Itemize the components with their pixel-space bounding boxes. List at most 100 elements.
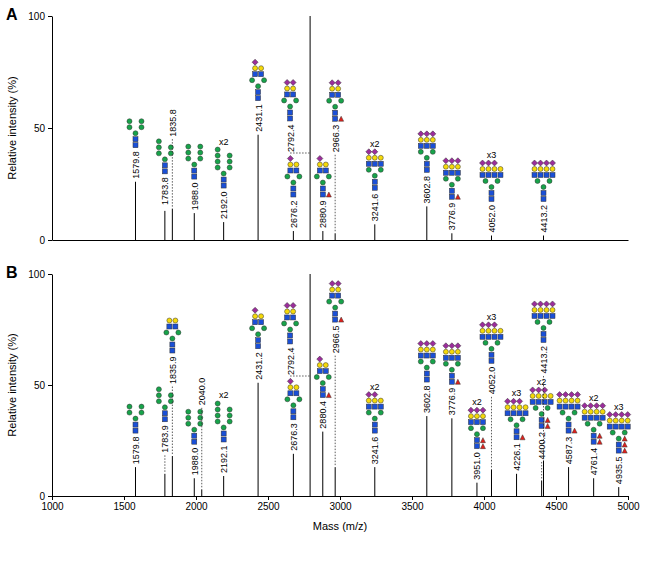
glycan-symbol: [541, 184, 546, 189]
peak-label: 4761.4: [589, 448, 599, 476]
x-tick: 4000: [473, 496, 496, 512]
peak-label: 2192.0: [219, 192, 229, 220]
glycan-symbol: [474, 407, 480, 413]
glycan-symbol: [320, 393, 325, 398]
glycan-symbol: [259, 66, 264, 71]
glycan-symbol: [133, 143, 138, 148]
glycan-symbol: [156, 393, 161, 398]
glycan-symbol: [186, 150, 191, 155]
peak-label: 2966.3: [331, 125, 341, 153]
glycan-symbol: [291, 409, 296, 414]
x-tick-label: 3000: [329, 501, 352, 512]
peak: [223, 476, 224, 496]
glycan-symbol: [530, 393, 535, 398]
glycan-symbol: [548, 393, 553, 398]
glycan-symbol: [542, 393, 547, 398]
glycan-symbol: [330, 86, 335, 91]
glycan-symbol: [323, 168, 328, 173]
glycan-symbol: [455, 355, 460, 360]
glycan-symbol: [424, 377, 429, 382]
glycan-symbol: [430, 131, 436, 137]
x-tick-mark: [52, 496, 53, 500]
glycan-symbol: [215, 401, 220, 406]
glycan-symbol: [533, 405, 538, 410]
glycan-symbol: [550, 160, 556, 166]
glycan-symbol: [569, 404, 574, 409]
glycan-symbol: [495, 340, 500, 345]
glycan-symbol: [544, 307, 549, 312]
peak: [426, 416, 427, 496]
glycan-symbol: [536, 387, 542, 393]
glycan-symbol: [619, 418, 624, 423]
peak: [310, 16, 311, 240]
peak: [201, 489, 202, 496]
glycan-symbol: [572, 428, 577, 433]
glycan-symbol: [508, 417, 513, 422]
peak-annotation: 2966.5: [327, 281, 344, 466]
y-tick-label: 50: [34, 123, 46, 134]
glycan-symbol: [162, 411, 167, 416]
glycan-symbol: [378, 161, 383, 166]
glycan-symbol: [619, 424, 624, 429]
glycan-symbol: [339, 317, 344, 322]
glycan-symbol: [474, 414, 479, 419]
glycan-symbol: [336, 287, 341, 292]
glycan-symbol: [327, 98, 332, 103]
glycan-symbol: [291, 186, 296, 191]
glycan-symbol: [192, 174, 197, 179]
glycan-symbol: [548, 399, 553, 404]
glycan-symbol: [186, 415, 191, 420]
glycan-symbol: [339, 116, 344, 121]
glycan-symbol: [170, 336, 175, 341]
glycan-symbol: [221, 437, 226, 442]
glycan-symbol: [430, 353, 435, 358]
glycan-symbol: [285, 315, 290, 320]
glycan-symbol: [253, 72, 258, 77]
glycan-symbol: [336, 293, 341, 298]
peak-label: 2431.1: [254, 104, 264, 132]
glycan-symbol: [492, 172, 497, 177]
y-tick: 0: [39, 491, 52, 502]
glycan-symbol: [372, 173, 377, 178]
glycan-symbol: [557, 398, 562, 403]
glycan-symbol: [418, 347, 423, 352]
peak-annotation: 1988.0: [186, 144, 203, 210]
multiplier: x2: [219, 390, 229, 400]
glycan-symbol: [545, 417, 550, 422]
glycan-symbol: [588, 409, 593, 414]
glycan-symbol: [320, 381, 325, 386]
glycan-symbol: [317, 356, 323, 362]
peak-label: 3951.0: [472, 452, 482, 480]
glycan-symbol: [443, 164, 448, 169]
peak-label: 3776.9: [447, 388, 457, 416]
glycan-symbol: [127, 410, 132, 415]
glycan-symbol: [290, 79, 296, 85]
glycan-symbol: [294, 321, 299, 326]
glycan-symbol: [127, 125, 132, 130]
glycan-symbol: [449, 170, 454, 175]
glycan-symbol: [480, 444, 485, 449]
glycan-symbol: [517, 411, 522, 416]
glycan-symbol: [610, 430, 615, 435]
glycan-symbol: [285, 174, 290, 179]
multiplier: x3: [614, 402, 624, 412]
peak-annotation: 3951.0x2: [468, 397, 486, 480]
glycan-symbol: [597, 421, 602, 426]
peak-label: 2880.9: [318, 201, 328, 229]
glycan-symbol: [256, 338, 261, 343]
multiplier: x2: [537, 377, 547, 387]
glycan-symbol: [288, 116, 293, 121]
peak-annotation: 2880.4: [314, 356, 331, 429]
glycan-symbol: [326, 192, 331, 197]
glycan-symbol: [430, 341, 436, 347]
glycan-symbol: [424, 365, 429, 370]
glycan-symbol: [418, 353, 423, 358]
x-tick-mark: [268, 496, 269, 500]
peak: [194, 213, 195, 240]
x-tick-mark: [340, 496, 341, 500]
glycan-symbol: [455, 194, 460, 199]
glycan-symbol: [557, 392, 563, 398]
x-tick-label: 4000: [473, 501, 496, 512]
glycan-symbol: [372, 404, 377, 409]
glycan-symbol: [443, 158, 449, 164]
